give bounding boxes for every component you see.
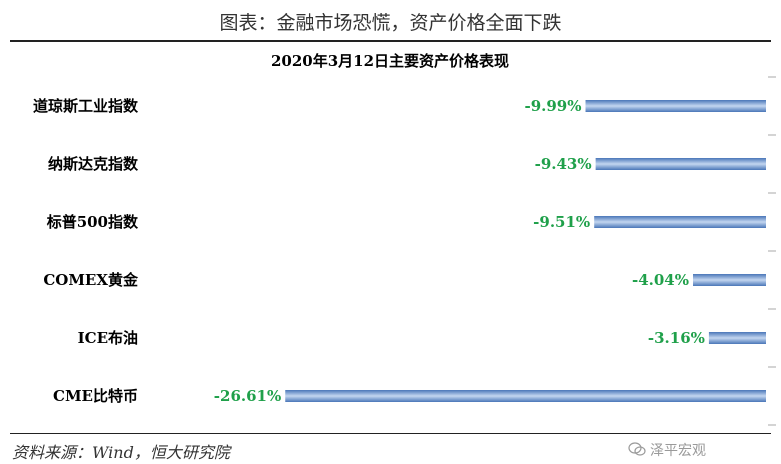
wechat-icon bbox=[628, 442, 646, 456]
category-label: ICE布油 bbox=[78, 329, 138, 347]
bar bbox=[595, 158, 766, 170]
value-label: -26.61% bbox=[214, 387, 281, 405]
watermark: 泽平宏观 bbox=[650, 443, 706, 459]
category-label: 纳斯达克指数 bbox=[48, 155, 139, 173]
figure-title: 图表：金融市场恐慌，资产价格全面下跌 bbox=[219, 12, 562, 34]
category-label: 道琼斯工业指数 bbox=[33, 97, 139, 115]
value-label: -9.43% bbox=[535, 155, 592, 173]
bar bbox=[708, 332, 766, 344]
bar bbox=[693, 274, 766, 286]
source-note: 资料来源：Wind，恒大研究院 bbox=[12, 443, 230, 462]
bar bbox=[585, 100, 766, 112]
bar bbox=[285, 390, 766, 402]
category-label: 标普500指数 bbox=[46, 213, 139, 231]
category-label: CME比特币 bbox=[53, 387, 138, 405]
top-rule bbox=[10, 40, 771, 42]
category-label: COMEX黄金 bbox=[43, 271, 139, 289]
chart-title: 2020年3月12日主要资产价格表现 bbox=[271, 52, 509, 70]
bar bbox=[594, 216, 766, 228]
bars-layer: -9.99% 道琼斯工业指数 -9.43% 纳斯达克指数 -9.51% 标普500指数 -4… bbox=[33, 97, 766, 405]
value-label: -9.51% bbox=[533, 213, 590, 231]
bottom-rule bbox=[10, 433, 771, 434]
value-label: -9.99% bbox=[524, 97, 581, 115]
value-label: -4.04% bbox=[632, 271, 689, 289]
bar-chart: 2020年3月12日主要资产价格表现 -9.99% 道琼斯工业指数 -9.43% 纳斯… bbox=[33, 52, 776, 426]
value-label: -3.16% bbox=[648, 329, 705, 347]
axis-ticks bbox=[768, 76, 776, 426]
